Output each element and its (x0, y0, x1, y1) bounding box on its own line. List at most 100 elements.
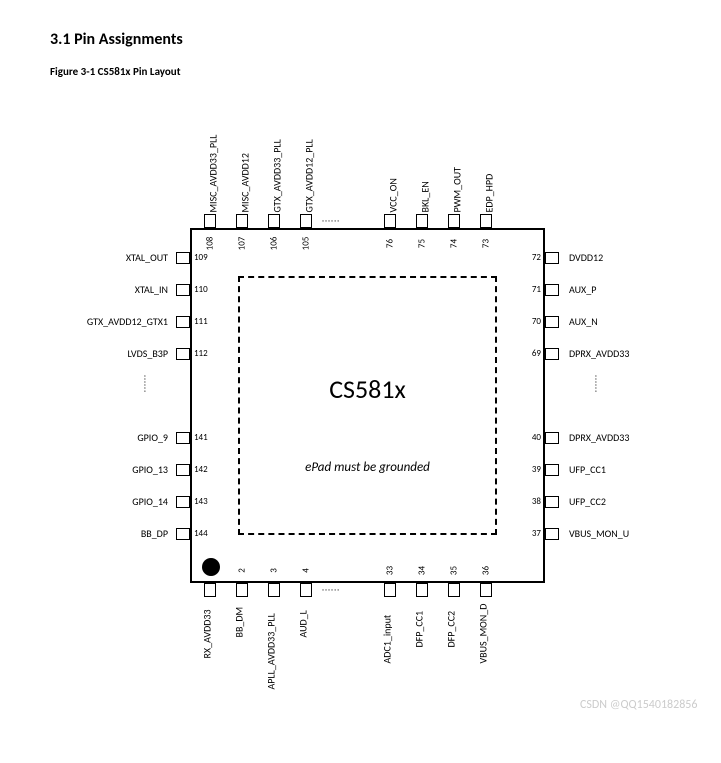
pin-label-2: BB_DM (233, 607, 246, 638)
pin-num-144: 144 (194, 528, 218, 539)
pin-label-144: BB_DP (141, 527, 168, 540)
pin-num-69: 69 (521, 348, 541, 359)
pin-pad-107 (236, 214, 248, 228)
pin-label-69: DPRX_AVDD33 (569, 347, 629, 360)
pin-label-75: BKL_EN (419, 181, 432, 212)
pin-pad-106 (268, 214, 280, 228)
pin-pad-70 (545, 316, 559, 328)
pin-pad-109 (176, 252, 190, 264)
pin-pad-76 (384, 214, 396, 228)
pin-num-70: 70 (521, 316, 541, 327)
pin-pad-4 (300, 583, 312, 597)
pin-num-111: 111 (194, 316, 218, 327)
pin-pad-40 (545, 432, 559, 444)
pin-label-142: GPIO_13 (132, 463, 168, 476)
pin-num-105: 105 (301, 234, 312, 254)
pin-pad-34 (416, 583, 428, 597)
pin-pad-75 (416, 214, 428, 228)
pin-label-74: PWM_OUT (451, 167, 464, 213)
pin-label-76: VCC_ON (387, 178, 400, 212)
pin-num-34: 34 (417, 561, 428, 581)
pin-label-33: ADC1_input (381, 615, 394, 664)
pin-label-38: UFP_CC2 (569, 495, 606, 508)
ellipsis-right: ······ (591, 374, 601, 392)
ellipsis-left: ······ (140, 374, 150, 392)
pin-num-106: 106 (269, 234, 280, 254)
pin-label-107: MISC_AVDD12 (239, 153, 252, 212)
ellipsis-bottom: ······ (322, 585, 340, 595)
pin-label-34: DFP_CC1 (413, 611, 426, 648)
pin-num-109: 109 (194, 252, 218, 263)
pin-num-35: 35 (449, 561, 460, 581)
pin-label-71: AUX_P (569, 283, 596, 296)
pin-num-36: 36 (481, 561, 492, 581)
chip-core: CS581x ePad must be grounded (238, 276, 497, 535)
pin-pad-33 (384, 583, 396, 597)
pin-pad-111 (176, 316, 190, 328)
pin-pad-71 (545, 284, 559, 296)
pin-num-112: 112 (194, 348, 218, 359)
pin-num-71: 71 (521, 284, 541, 295)
pin-label-106: GTX_AVDD33_PLL (271, 139, 284, 212)
pin-label-72: DVDD12 (569, 251, 603, 264)
pin-label-39: UFP_CC1 (569, 463, 606, 476)
chip-note: ePad must be grounded (240, 460, 495, 475)
pin-pad-1 (204, 583, 216, 597)
pin-label-4: AUD_L (297, 610, 310, 637)
pin-num-39: 39 (521, 464, 541, 475)
pin-label-105: GTX_AVDD12_PLL (303, 139, 316, 212)
pin-label-143: GPIO_14 (132, 495, 168, 508)
pin-pad-2 (236, 583, 248, 597)
pin-num-74: 74 (449, 234, 460, 254)
pin-num-2: 2 (237, 561, 248, 581)
pin-num-38: 38 (521, 496, 541, 507)
section-title: 3.1 Pin Assignments (50, 30, 671, 49)
pin-pad-108 (204, 214, 216, 228)
pin-label-111: GTX_AVDD12_GTX1 (87, 315, 168, 328)
pin-pad-105 (300, 214, 312, 228)
ellipsis-top: ······ (322, 216, 340, 226)
pin-pad-142 (176, 464, 190, 476)
pin-num-73: 73 (481, 234, 492, 254)
pin-label-37: VBUS_MON_U (569, 527, 629, 540)
pin-num-1: 1 (205, 561, 216, 581)
watermark: CSDN @QQ1540182856 (580, 698, 721, 712)
pin-num-75: 75 (417, 234, 428, 254)
pin-label-110: XTAL_IN (135, 283, 168, 296)
pin-pad-141 (176, 432, 190, 444)
pin-pad-73 (480, 214, 492, 228)
pin-pad-143 (176, 496, 190, 508)
pin-pad-3 (268, 583, 280, 597)
pin-label-70: AUX_N (569, 315, 598, 328)
pin-pad-144 (176, 528, 190, 540)
pin-num-142: 142 (194, 464, 218, 475)
pin-num-33: 33 (385, 561, 396, 581)
pin-num-110: 110 (194, 284, 218, 295)
pin-num-37: 37 (521, 528, 541, 539)
pin-label-3: APLL_AVDD33_PLL (265, 613, 278, 689)
pin-pad-74 (448, 214, 460, 228)
pin-pad-37 (545, 528, 559, 540)
chip-name: CS581x (240, 373, 495, 405)
pin-label-35: DFP_CC2 (445, 611, 458, 648)
pin-pad-36 (480, 583, 492, 597)
pin-num-143: 143 (194, 496, 218, 507)
pin-pad-72 (545, 252, 559, 264)
pin-pad-35 (448, 583, 460, 597)
pin-label-36: VBUS_MON_D (477, 604, 490, 664)
figure-title: Figure 3-1 CS581x Pin Layout (50, 65, 671, 78)
pin-pad-69 (545, 348, 559, 360)
pin-label-40: DPRX_AVDD33 (569, 431, 629, 444)
pin-num-107: 107 (237, 234, 248, 254)
pin-pad-38 (545, 496, 559, 508)
pin-num-72: 72 (521, 252, 541, 263)
pin-label-1: RX_AVDD33 (201, 609, 214, 658)
pin-pad-110 (176, 284, 190, 296)
pin-layout-diagram: CS581xePad must be grounded109XTAL_OUT11… (80, 128, 640, 688)
pin-label-109: XTAL_OUT (126, 251, 168, 264)
pin-label-108: MISC_AVDD33_PLL (207, 135, 220, 213)
pin-num-141: 141 (194, 432, 218, 443)
pin-num-76: 76 (385, 234, 396, 254)
pin-num-40: 40 (521, 432, 541, 443)
pin-num-3: 3 (269, 561, 280, 581)
